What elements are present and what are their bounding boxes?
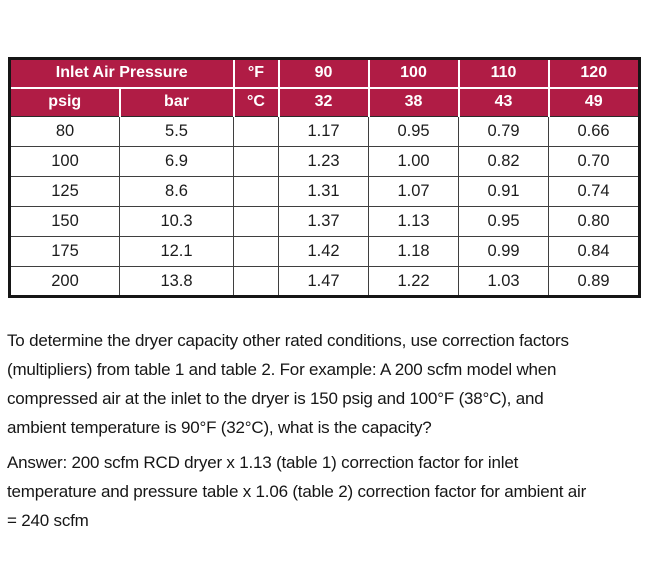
table-row: 125 8.6 1.31 1.07 0.91 0.74: [9, 176, 640, 207]
empty-unit-cell: [233, 146, 279, 177]
psig-header: psig: [8, 86, 121, 117]
psig-value: 80: [9, 116, 120, 147]
factor-120f: 0.80: [548, 206, 640, 237]
temp-f-120-header: 120: [547, 57, 641, 89]
factor-110f: 0.99: [458, 236, 549, 267]
bar-value: 10.3: [119, 206, 234, 237]
factor-110f: 0.82: [458, 146, 549, 177]
factor-110f: 0.95: [458, 206, 549, 237]
inlet-air-pressure-header: Inlet Air Pressure: [8, 57, 235, 89]
bar-value: 6.9: [119, 146, 234, 177]
empty-unit-cell: [233, 236, 279, 267]
factor-120f: 0.66: [548, 116, 640, 147]
header-row-celsius: psig bar °C 32 38 43 49: [8, 86, 641, 117]
psig-value: 100: [9, 146, 120, 177]
temp-f-100-header: 100: [367, 57, 460, 89]
empty-unit-cell: [233, 116, 279, 147]
header-row-fahrenheit: Inlet Air Pressure °F 90 100 110 120: [8, 57, 641, 89]
psig-value: 150: [9, 206, 120, 237]
factor-90f: 1.31: [278, 176, 369, 207]
table-row: 175 12.1 1.42 1.18 0.99 0.84: [9, 236, 640, 267]
factor-110f: 0.79: [458, 116, 549, 147]
table-row: 150 10.3 1.37 1.13 0.95 0.80: [9, 206, 640, 237]
factor-90f: 1.23: [278, 146, 369, 177]
factor-90f: 1.47: [278, 266, 369, 297]
factor-90f: 1.37: [278, 206, 369, 237]
bar-value: 12.1: [119, 236, 234, 267]
table-row: 200 13.8 1.47 1.22 1.03 0.89: [9, 266, 640, 297]
psig-value: 125: [9, 176, 120, 207]
factor-120f: 0.89: [548, 266, 640, 297]
psig-value: 200: [9, 266, 120, 297]
instructions-paragraph: To determine the dryer capacity other ra…: [7, 331, 569, 437]
factor-120f: 0.70: [548, 146, 640, 177]
factor-100f: 1.07: [368, 176, 459, 207]
empty-unit-cell: [233, 206, 279, 237]
factor-100f: 0.95: [368, 116, 459, 147]
bar-header: bar: [118, 86, 235, 117]
correction-factor-table: Inlet Air Pressure °F 90 100 110 120 psi…: [8, 57, 641, 298]
temp-f-110-header: 110: [457, 57, 550, 89]
temp-c-49-header: 49: [547, 86, 641, 117]
table-row: 100 6.9 1.23 1.00 0.82 0.70: [9, 146, 640, 177]
temp-c-32-header: 32: [277, 86, 370, 117]
celsius-unit-header: °C: [232, 86, 280, 117]
factor-100f: 1.18: [368, 236, 459, 267]
temp-c-43-header: 43: [457, 86, 550, 117]
factor-90f: 1.17: [278, 116, 369, 147]
empty-unit-cell: [233, 176, 279, 207]
factor-110f: 0.91: [458, 176, 549, 207]
factor-90f: 1.42: [278, 236, 369, 267]
factor-120f: 0.84: [548, 236, 640, 267]
bar-value: 8.6: [119, 176, 234, 207]
table-row: 80 5.5 1.17 0.95 0.79 0.66: [9, 116, 640, 147]
bar-value: 13.8: [119, 266, 234, 297]
temp-c-38-header: 38: [367, 86, 460, 117]
temp-f-90-header: 90: [277, 57, 370, 89]
answer-paragraph: Answer: 200 scfm RCD dryer x 1.13 (table…: [7, 453, 587, 530]
factor-100f: 1.22: [368, 266, 459, 297]
bar-value: 5.5: [119, 116, 234, 147]
factor-120f: 0.74: [548, 176, 640, 207]
factor-100f: 1.13: [368, 206, 459, 237]
psig-value: 175: [9, 236, 120, 267]
factor-100f: 1.00: [368, 146, 459, 177]
factor-110f: 1.03: [458, 266, 549, 297]
fahrenheit-unit-header: °F: [232, 57, 280, 89]
empty-unit-cell: [233, 266, 279, 297]
